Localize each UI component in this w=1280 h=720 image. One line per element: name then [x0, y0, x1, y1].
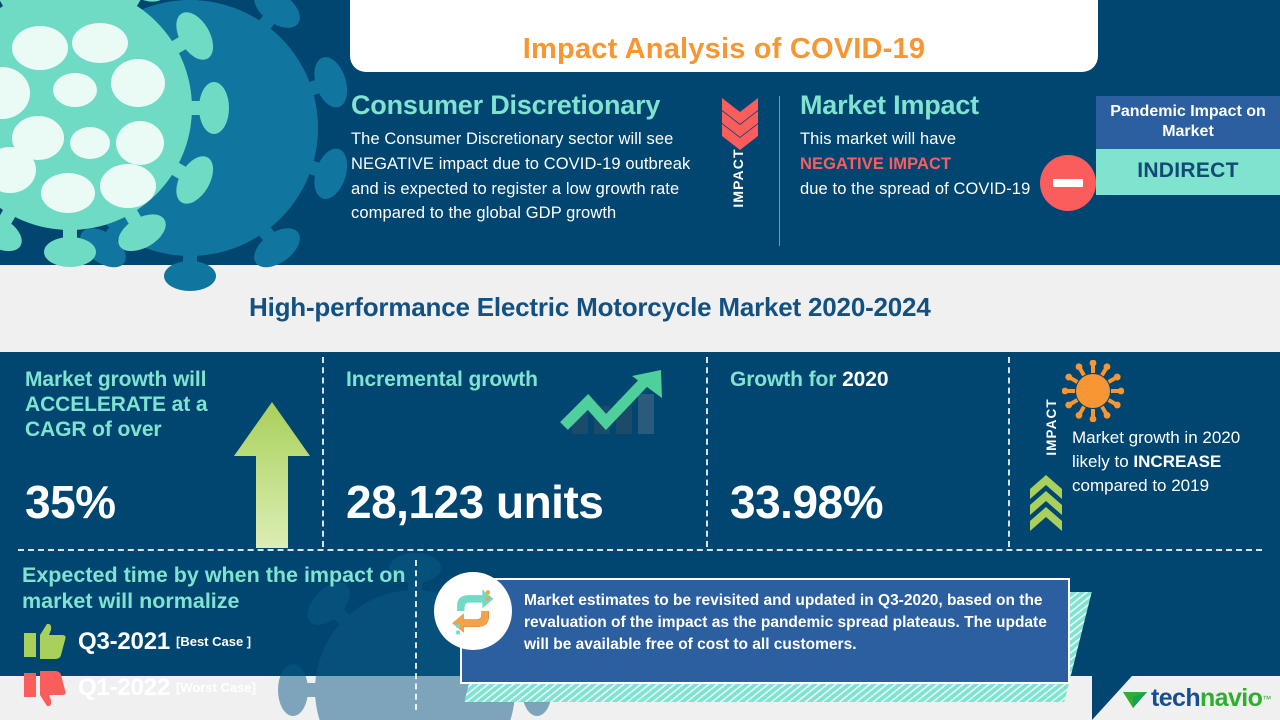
normalize-divider	[415, 560, 417, 710]
pandemic-impact-box: Pandemic Impact on Market INDIRECT	[1096, 96, 1280, 195]
market-report-title: High-performance Electric Motorcycle Mar…	[249, 292, 931, 322]
impact-2020-section: IMPACT	[1020, 358, 1280, 543]
market-impact-section: Market Impact This market will have NEGA…	[800, 90, 1035, 201]
consumer-discretionary-heading: Consumer Discretionary	[351, 90, 661, 120]
stat-growth-year: 2020	[842, 368, 889, 391]
stats-horizontal-divider	[18, 549, 1262, 551]
stat-growth-2020: Growth for 2020 33.98%	[730, 368, 1010, 528]
stat-cagr-value: 35%	[25, 476, 116, 528]
virus-illustration	[0, 0, 360, 338]
callout-text: Market estimates to be revisited and upd…	[524, 592, 1047, 653]
normalize-row-best: Q3-2021 [Best Case ]	[22, 623, 442, 661]
normalize-quarter-best: Q3-2021	[78, 627, 170, 655]
market-impact-heading: Market Impact	[800, 90, 979, 120]
chevron-up-icon	[1028, 473, 1064, 531]
thumbs-up-icon	[22, 623, 68, 661]
refresh-arrows-icon	[434, 572, 512, 650]
technavio-logo-navio: navio	[1200, 684, 1263, 712]
page-title: Impact Analysis of COVID-19	[522, 33, 926, 65]
pandemic-impact-value: INDIRECT	[1096, 149, 1280, 195]
impact-2020-line1: Market growth in 2020 likely to	[1072, 428, 1241, 472]
chevron-down-icon	[718, 96, 762, 150]
minus-circle-icon	[1040, 155, 1096, 211]
trademark-symbol: ™	[1262, 693, 1272, 704]
impact-label-top: IMPACT	[730, 148, 746, 208]
pandemic-impact-title: Pandemic Impact on Market	[1096, 96, 1280, 149]
arrow-up-icon	[232, 400, 312, 548]
technavio-logo-tech: tech	[1151, 684, 1201, 712]
market-impact-highlight: NEGATIVE IMPACT	[800, 154, 952, 173]
technavio-logo[interactable]: tech navio ™	[1122, 684, 1271, 713]
normalize-heading: Expected time by when the impact on mark…	[22, 563, 406, 613]
impact-2020-line2: compared to 2019	[1072, 476, 1210, 496]
market-impact-line2: due to the spread of COVID-19	[800, 179, 1031, 198]
normalize-case-best: [Best Case ]	[176, 634, 252, 650]
market-impact-line1: This market will have	[800, 130, 957, 149]
stat-cagr-label: Market growth will ACCELERATE at a CAGR …	[25, 368, 208, 441]
consumer-discretionary-section: Consumer Discretionary The Consumer Disc…	[351, 90, 711, 226]
consumer-discretionary-body: The Consumer Discretionary sector will s…	[351, 130, 691, 223]
trend-up-chart-icon	[558, 366, 668, 438]
stats-divider-2	[706, 357, 708, 547]
impact-2020-highlight: INCREASE	[1133, 452, 1222, 472]
normalize-section: Expected time by when the impact on mark…	[22, 563, 442, 707]
stat-incremental-value: 28,123 units	[346, 476, 604, 528]
stat-growth-value: 33.98%	[730, 476, 884, 528]
stat-cagr: Market growth will ACCELERATE at a CAGR …	[25, 368, 265, 528]
title-card: Impact Analysis of COVID-19	[350, 0, 1098, 72]
stats-divider-1	[322, 357, 324, 547]
normalize-quarter-worst: Q1-2022	[78, 673, 170, 701]
callout-box: Market estimates to be revisited and upd…	[460, 578, 1070, 684]
normalize-case-worst: [Worst Case]	[176, 680, 256, 696]
thumbs-down-icon	[22, 669, 68, 707]
stats-divider-3	[1008, 357, 1010, 547]
stat-incremental-label: Incremental growth	[346, 368, 538, 391]
impact-indicator-top: IMPACT	[718, 96, 762, 246]
top-column-divider	[779, 96, 780, 246]
virus-icon	[1061, 359, 1125, 423]
normalize-row-worst: Q1-2022 [Worst Case]	[22, 669, 442, 707]
technavio-arrow-icon	[1122, 688, 1148, 710]
impact-label-right: IMPACT	[1044, 398, 1059, 456]
stat-growth-label: Growth for	[730, 368, 837, 391]
stat-incremental-growth: Incremental growth 28,123 units	[346, 368, 626, 528]
